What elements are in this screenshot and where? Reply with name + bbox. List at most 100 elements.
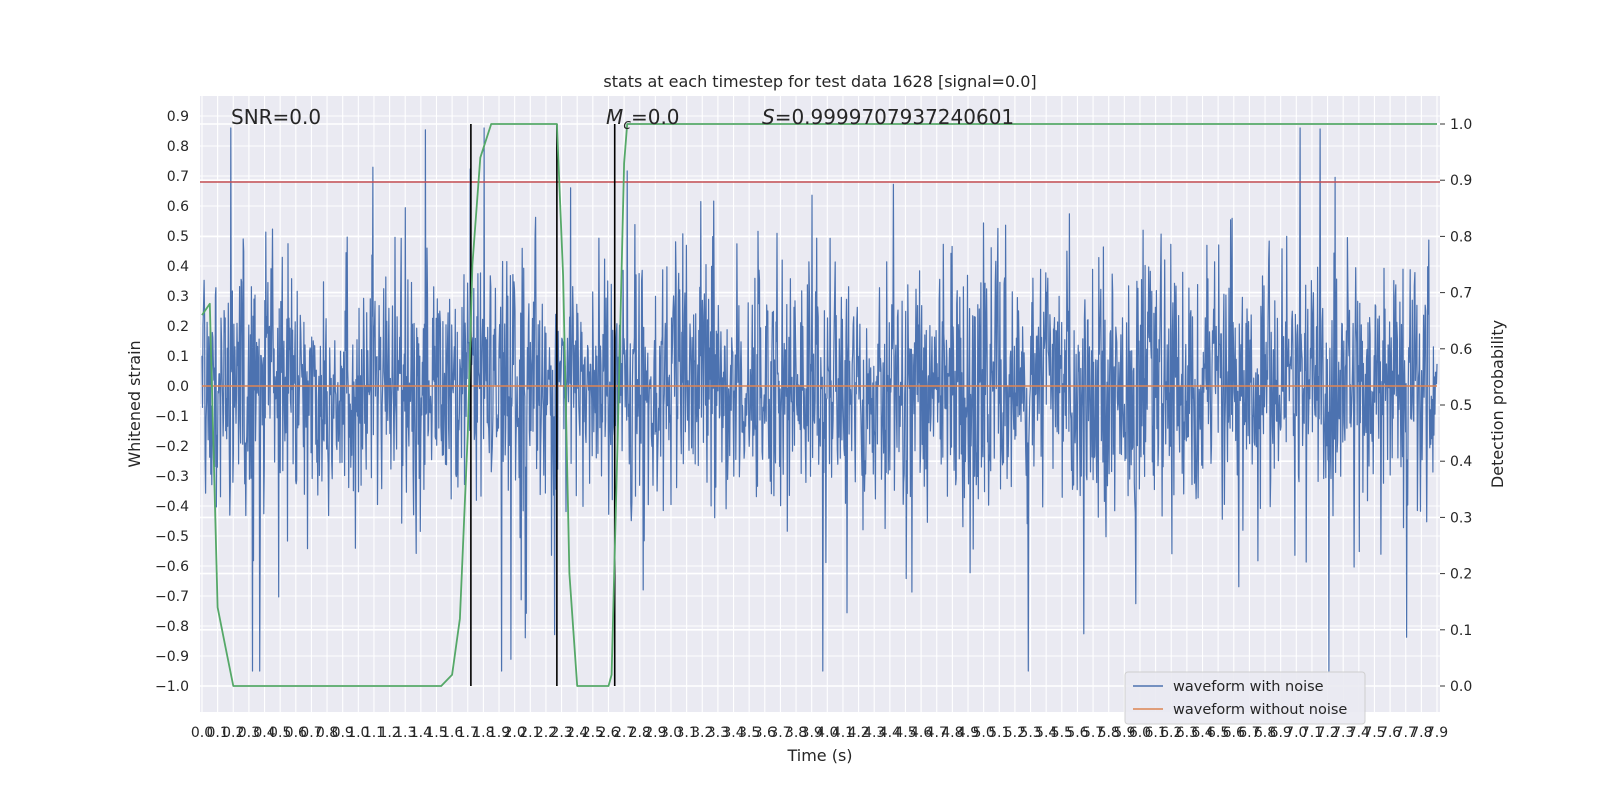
y2-axis-label: Detection probability bbox=[1488, 320, 1507, 488]
legend: waveform with noise waveform without noi… bbox=[1124, 671, 1366, 725]
x-tick-label: 5.4 bbox=[1035, 725, 1057, 741]
y-tick-label: −0.6 bbox=[155, 559, 189, 575]
y2-tick-label: 0.0 bbox=[1450, 679, 1472, 695]
y-tick-label: 0.8 bbox=[167, 139, 189, 155]
x-tick-label: 1.6 bbox=[441, 725, 463, 741]
x-tick-label: 1.1 bbox=[363, 725, 385, 741]
y-tick-label: 0.7 bbox=[167, 169, 189, 185]
y-tick-label: 0.6 bbox=[167, 199, 189, 215]
x-tick-label: 3.5 bbox=[738, 725, 760, 741]
x-tick-label: 7.0 bbox=[1285, 725, 1307, 741]
x-tick-label: 3.6 bbox=[754, 725, 776, 741]
y2-tick-label: 0.5 bbox=[1450, 398, 1472, 414]
x-tick-label: 0.1 bbox=[207, 725, 229, 741]
x-tick-label: 7.2 bbox=[1316, 725, 1338, 741]
x-tick-label: 3.0 bbox=[660, 725, 682, 741]
y-tick-label: 0.4 bbox=[167, 259, 189, 275]
x-tick-label: 5.7 bbox=[1082, 725, 1104, 741]
x-tick-label: 7.5 bbox=[1363, 725, 1385, 741]
x-tick-label: 4.3 bbox=[863, 725, 885, 741]
x-tick-label: 3.7 bbox=[769, 725, 791, 741]
x-tick-label: 6.1 bbox=[1144, 725, 1166, 741]
y2-tick-label: 0.1 bbox=[1450, 623, 1472, 639]
x-tick-label: 5.3 bbox=[1019, 725, 1041, 741]
x-tick-label: 6.2 bbox=[1160, 725, 1182, 741]
y-tick-label: −0.4 bbox=[155, 499, 189, 515]
legend-label-noise: waveform with noise bbox=[1173, 679, 1324, 695]
y-tick-label: −0.8 bbox=[155, 619, 189, 635]
x-tick-label: 4.8 bbox=[941, 725, 963, 741]
snr-annotation: SNR=0.0 bbox=[231, 105, 321, 129]
y2-tick-label: 0.3 bbox=[1450, 510, 1472, 526]
y-tick-label: 0.3 bbox=[167, 289, 189, 305]
detection-probability-line bbox=[201, 123, 1437, 687]
x-tick-label: 2.2 bbox=[535, 725, 557, 741]
x-tick-label: 3.4 bbox=[722, 725, 744, 741]
x-tick-label: 2.5 bbox=[582, 725, 604, 741]
noise-waveform-line bbox=[201, 127, 1438, 672]
y-tick-label: −1.0 bbox=[155, 679, 189, 695]
chirp-mass-annotation: Mc=0.0 bbox=[606, 105, 680, 133]
y-tick-labels: −1.0 −0.9 −0.8 −0.7 −0.6 −0.5 −0.4 −0.3 −0.2 −0.1… bbox=[155, 109, 189, 695]
detection-probability-series bbox=[201, 123, 1437, 687]
x-tick-label: 4.4 bbox=[879, 725, 901, 741]
x-tick-label: 4.0 bbox=[816, 725, 838, 741]
y-tick-label: 0.1 bbox=[167, 349, 189, 365]
y-tick-label: −0.3 bbox=[155, 469, 189, 485]
x-tick-label: 5.6 bbox=[1066, 725, 1088, 741]
x-tick-label: 4.9 bbox=[957, 725, 979, 741]
x-tick-label: 2.0 bbox=[504, 725, 526, 741]
legend-box bbox=[1124, 671, 1366, 725]
x-tick-label: 4.5 bbox=[894, 725, 916, 741]
x-tick-label: 7.4 bbox=[1348, 725, 1370, 741]
x-tick-label: 2.6 bbox=[597, 725, 619, 741]
x-tick-label: 1.8 bbox=[472, 725, 494, 741]
x-tick-label: 0.6 bbox=[285, 725, 307, 741]
vertical-markers bbox=[470, 124, 616, 686]
x-tick-label: 3.8 bbox=[785, 725, 807, 741]
waveform-with-noise-series bbox=[201, 127, 1438, 672]
x-tick-label: 1.4 bbox=[410, 725, 432, 741]
y-tick-label: −0.1 bbox=[155, 409, 189, 425]
y2-tick-label: 0.4 bbox=[1450, 454, 1472, 470]
x-tick-label: 4.2 bbox=[847, 725, 869, 741]
x-tick-label: 7.1 bbox=[1301, 725, 1323, 741]
legend-label-clean: waveform without noise bbox=[1173, 702, 1347, 718]
y2-tick-label: 0.6 bbox=[1450, 342, 1472, 358]
x-tick-label: 3.1 bbox=[675, 725, 697, 741]
x-tick-label: 2.3 bbox=[550, 725, 572, 741]
x-tick-label: 1.9 bbox=[488, 725, 510, 741]
x-tick-label: 6.5 bbox=[1207, 725, 1229, 741]
x-tick-label: 5.2 bbox=[1004, 725, 1026, 741]
y-tick-label: 0.9 bbox=[167, 109, 189, 125]
x-tick-label: 2.1 bbox=[519, 725, 541, 741]
y-tick-label: −0.2 bbox=[155, 439, 189, 455]
x-tick-label: 1.5 bbox=[425, 725, 447, 741]
y-tick-label: 0.5 bbox=[167, 229, 189, 245]
x-tick-label: 2.7 bbox=[613, 725, 635, 741]
x-tick-label: 5.5 bbox=[1051, 725, 1073, 741]
score-annotation: S=0.9999707937240601 bbox=[762, 105, 1014, 129]
x-tick-label: 6.0 bbox=[1129, 725, 1151, 741]
x-tick-label: 3.9 bbox=[801, 725, 823, 741]
x-tick-label: 7.3 bbox=[1332, 725, 1354, 741]
x-tick-label: 4.6 bbox=[910, 725, 932, 741]
chart-title: stats at each timestep for test data 162… bbox=[603, 72, 1036, 91]
y-tick-label: −0.9 bbox=[155, 649, 189, 665]
x-tick-label: 3.2 bbox=[691, 725, 713, 741]
x-tick-label: 5.9 bbox=[1113, 725, 1135, 741]
x-tick-label: 1.3 bbox=[394, 725, 416, 741]
x-tick-label: 5.8 bbox=[1098, 725, 1120, 741]
x-tick-label: 1.2 bbox=[378, 725, 400, 741]
x-tick-label: 4.7 bbox=[926, 725, 948, 741]
x-tick-label: 2.4 bbox=[566, 725, 588, 741]
y2-tick-label: 1.0 bbox=[1450, 117, 1472, 133]
x-tick-label: 6.9 bbox=[1270, 725, 1292, 741]
y2-tick-label: 0.9 bbox=[1450, 173, 1472, 189]
x-tick-label: 7.9 bbox=[1426, 725, 1448, 741]
y-tick-label: 0.0 bbox=[167, 379, 189, 395]
x-tick-label: 0.7 bbox=[300, 725, 322, 741]
y2-tick-label: 0.2 bbox=[1450, 567, 1472, 583]
x-tick-label: 6.6 bbox=[1223, 725, 1245, 741]
